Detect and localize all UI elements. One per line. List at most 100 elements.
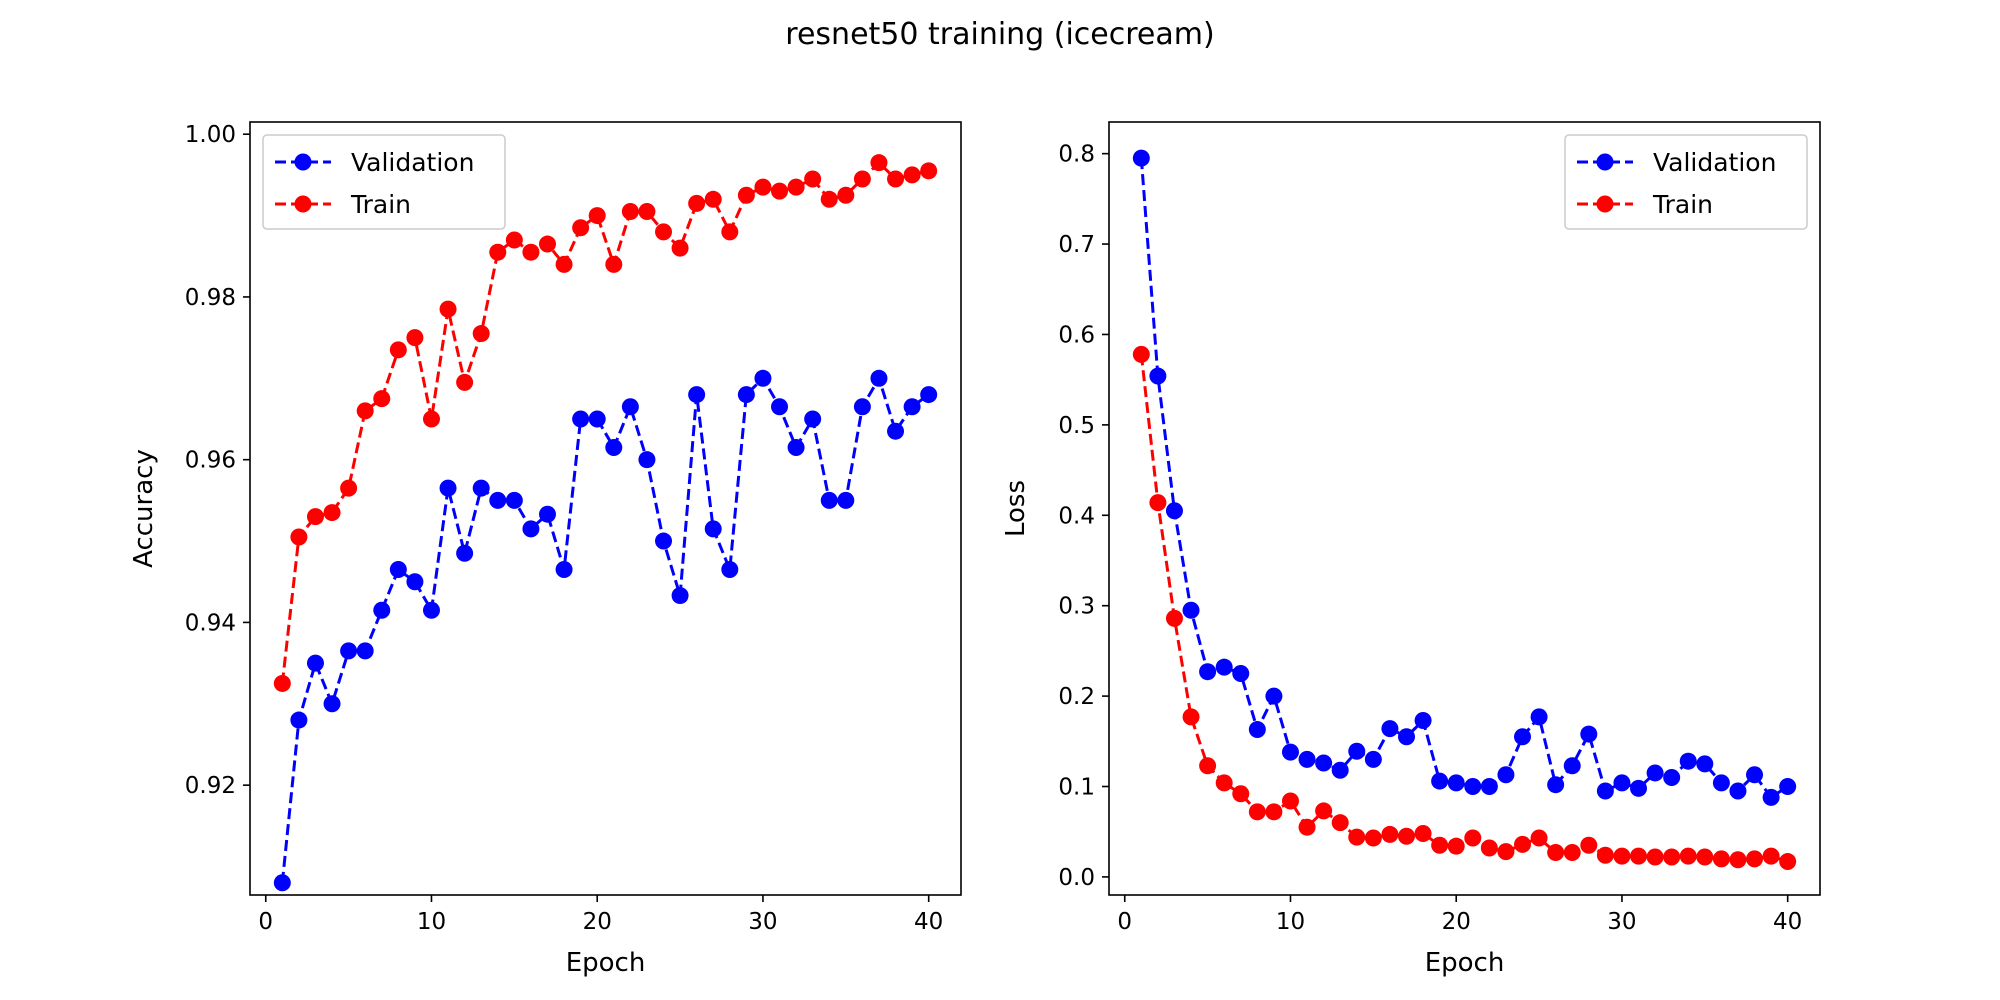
accuracy-train-point	[704, 190, 722, 208]
loss-validation-point	[1381, 720, 1399, 738]
accuracy-train-point	[920, 162, 938, 180]
accuracy-plot-frame	[249, 121, 962, 896]
loss-train-point	[1298, 818, 1316, 836]
accuracy-legend-validation-marker	[294, 153, 312, 171]
loss-train-point	[1762, 847, 1780, 865]
loss-y-tick-label: 0.1	[1058, 775, 1095, 801]
loss-y-tick-label: 0.3	[1058, 594, 1095, 620]
accuracy-train-point	[771, 182, 789, 200]
loss-train-point	[1663, 848, 1681, 866]
loss-validation-point	[1248, 721, 1266, 739]
accuracy-train-point	[456, 373, 474, 391]
loss-train-point	[1381, 825, 1399, 843]
accuracy-validation-point	[472, 479, 490, 497]
accuracy-train-point	[555, 255, 573, 273]
loss-validation-point	[1679, 752, 1697, 770]
loss-x-tick-label: 40	[1773, 909, 1802, 935]
loss-validation-point	[1530, 708, 1548, 726]
loss-validation-point	[1712, 774, 1730, 792]
loss-train-point	[1563, 844, 1581, 862]
loss-y-tick-label: 0.2	[1058, 684, 1095, 710]
loss-validation-point	[1779, 778, 1797, 796]
loss-validation-point	[1431, 772, 1449, 790]
accuracy-train-point	[621, 203, 639, 221]
loss-train-point	[1696, 848, 1714, 866]
loss-x-tick-label: 0	[1117, 909, 1132, 935]
loss-validation-point	[1397, 728, 1415, 746]
loss-train-point	[1580, 836, 1598, 854]
accuracy-validation-point	[621, 398, 639, 416]
accuracy-validation-point	[406, 573, 424, 591]
loss-train-point	[1397, 827, 1415, 845]
loss-train-point	[1149, 494, 1167, 512]
accuracy-validation-point	[771, 398, 789, 416]
accuracy-validation-point	[721, 561, 739, 579]
accuracy-x-tick-label: 30	[748, 909, 777, 935]
accuracy-validation-point	[422, 601, 440, 619]
accuracy-validation-point	[340, 642, 358, 660]
accuracy-validation-point	[389, 561, 407, 579]
loss-y-tick-label: 0.7	[1058, 232, 1095, 258]
accuracy-train-point	[406, 329, 424, 347]
accuracy-train-point	[340, 479, 358, 497]
loss-y-tick-label: 0.8	[1058, 142, 1095, 168]
loss-plot-frame	[1108, 121, 1821, 896]
loss-validation-point	[1613, 774, 1631, 792]
loss-train-point	[1779, 853, 1797, 871]
loss-validation-point	[1646, 764, 1664, 782]
loss-x-tick-label: 30	[1607, 909, 1636, 935]
accuracy-validation-point	[671, 587, 689, 605]
accuracy-train-point	[306, 508, 324, 526]
loss-train-point	[1132, 345, 1150, 363]
accuracy-x-axis-label: Epoch	[566, 948, 646, 978]
accuracy-train-point	[273, 674, 291, 692]
loss-x-tick-label: 10	[1276, 909, 1305, 935]
accuracy-validation-point	[323, 695, 341, 713]
accuracy-validation-point	[522, 520, 540, 538]
accuracy-validation-point	[887, 422, 905, 440]
loss-validation-point	[1596, 782, 1614, 800]
loss-validation-point	[1232, 665, 1250, 682]
loss-validation-point	[1480, 778, 1498, 796]
loss-train-point	[1431, 836, 1449, 854]
loss-validation-point	[1132, 149, 1150, 167]
loss-train-point	[1464, 829, 1482, 847]
loss-validation-point	[1514, 728, 1532, 746]
loss-train-point	[1348, 828, 1366, 846]
accuracy-train-point	[538, 235, 556, 253]
loss-train-point	[1729, 851, 1747, 869]
accuracy-train-point	[887, 170, 905, 188]
loss-train-point	[1414, 825, 1432, 843]
loss-train-point	[1480, 839, 1498, 857]
accuracy-validation-point	[505, 491, 523, 509]
accuracy-train-point	[737, 186, 755, 204]
accuracy-x-tick-label: 0	[258, 909, 273, 935]
accuracy-train-point	[323, 504, 341, 522]
accuracy-train-line	[280, 160, 930, 684]
figure-title: resnet50 training (icecream)	[785, 17, 1214, 52]
accuracy-train-point	[837, 186, 855, 204]
loss-y-tick-label: 0.6	[1058, 322, 1095, 348]
accuracy-legend-validation-label: Validation	[351, 148, 474, 177]
accuracy-validation-point	[920, 386, 938, 404]
loss-train-point	[1712, 850, 1730, 868]
loss-validation-point	[1165, 502, 1183, 520]
accuracy-x-tick-label: 10	[417, 909, 446, 935]
loss-train-point	[1646, 848, 1664, 866]
loss-legend-validation-label: Validation	[1653, 148, 1776, 177]
loss-train-point	[1199, 757, 1217, 775]
loss-legend-train-marker	[1596, 195, 1614, 213]
loss-validation-point	[1281, 743, 1299, 761]
accuracy-train-point	[671, 239, 689, 257]
loss-train-point	[1514, 835, 1532, 853]
accuracy-validation-point	[572, 410, 590, 428]
accuracy-validation-point	[306, 654, 324, 672]
accuracy-validation-point	[688, 386, 706, 404]
loss-train-point	[1331, 814, 1349, 832]
accuracy-train-point	[638, 203, 656, 221]
accuracy-train-point	[853, 170, 871, 188]
loss-y-axis-label: Loss	[1001, 480, 1031, 537]
accuracy-x-tick-label: 20	[583, 909, 612, 935]
accuracy-validation-point	[754, 369, 772, 387]
accuracy-validation-point	[870, 369, 888, 387]
